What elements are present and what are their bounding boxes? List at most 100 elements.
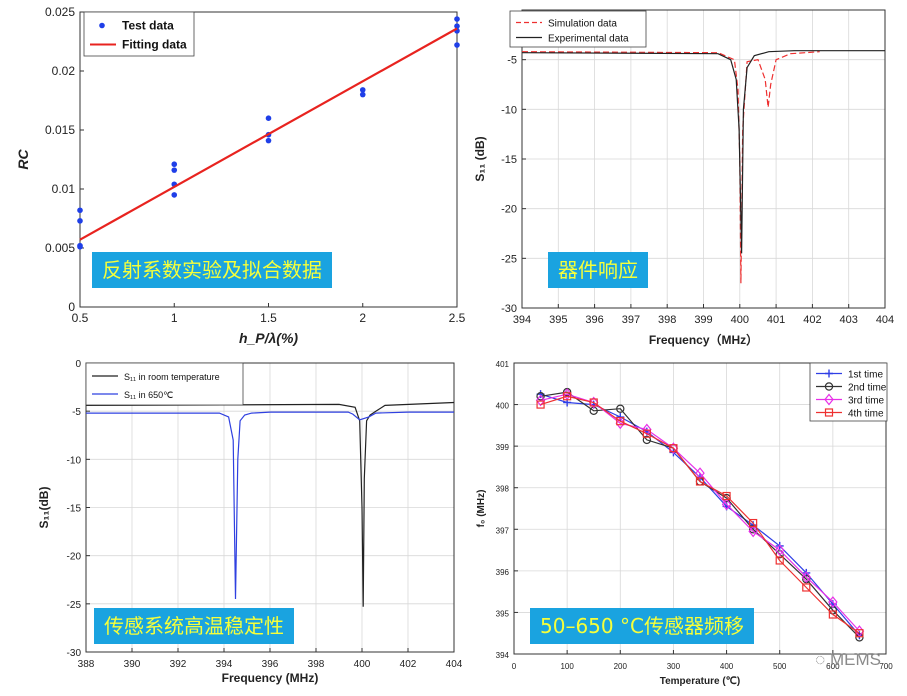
legend-label: S₁₁ in 650℃ — [124, 390, 173, 400]
y-axis-label: f₀ (MHz) — [476, 490, 487, 528]
series-line — [521, 50, 885, 254]
data-point — [359, 87, 366, 93]
x-tick-label: 500 — [773, 662, 787, 671]
x-axis-label: Temperature (℃) — [660, 676, 741, 687]
data-point — [563, 392, 572, 401]
y-tick-label: 0.01 — [52, 182, 76, 196]
series-line — [540, 395, 860, 634]
data-point — [855, 629, 864, 638]
data-point — [749, 518, 758, 528]
y-tick-label: 0.025 — [45, 5, 75, 19]
y-tick-label: -10 — [501, 104, 517, 116]
data-point — [454, 23, 460, 29]
x-tick-label: 403 — [840, 314, 858, 326]
x-tick-label: 404 — [446, 659, 463, 670]
legend-marker — [824, 393, 834, 406]
legend-box — [83, 11, 195, 57]
series-line — [521, 51, 820, 284]
x-tick-label: 394 — [513, 314, 531, 326]
x-tick-label: 0 — [512, 662, 517, 671]
y-tick-label: -15 — [501, 154, 517, 166]
data-point — [615, 417, 626, 430]
x-axis-label: Frequency（MHz） — [649, 332, 758, 347]
legend-label: 1st time — [848, 370, 883, 381]
y-tick-label: 394 — [496, 651, 510, 660]
data-point — [359, 91, 366, 98]
y-tick-label: 395 — [496, 609, 510, 618]
legend-marker — [824, 382, 834, 391]
y-tick-label: -10 — [67, 455, 82, 466]
plot-area — [513, 362, 887, 655]
y-axis-label: RC — [15, 149, 31, 170]
legend-label: 3rd time — [848, 396, 885, 407]
x-tick-label: 1 — [171, 311, 178, 325]
x-tick-label: 200 — [614, 662, 628, 671]
watermark: ◌ MEMS — [815, 650, 881, 669]
chart-freq-shift: 0 100 200 300 400 500 600 700 394 395 396 397 398 399… — [476, 360, 893, 687]
x-tick-label: 396 — [262, 659, 279, 670]
x-tick-label: 397 — [622, 314, 640, 326]
series-line — [85, 401, 455, 607]
chart-reflection: 0.5 1 1.5 2 2.5 0 0.005 0.01 0.015 0.02 0.025 h_P/λ… — [15, 5, 466, 346]
data-point — [77, 244, 83, 250]
y-axis-label: S₁₁(dB) — [37, 487, 51, 529]
legend-label: Fitting data — [122, 38, 187, 52]
wechat-icon: ◌ — [815, 650, 830, 669]
data-point — [265, 115, 272, 121]
y-tick-label: -30 — [67, 648, 82, 659]
y-tick-label: -20 — [67, 552, 82, 563]
chart-device-response: 394 395 396 397 398 399 400 401 402 403 404 -30 -25 -… — [473, 9, 894, 347]
x-tick-label: 402 — [803, 314, 821, 326]
data-point — [642, 423, 652, 436]
y-tick-label: 396 — [496, 568, 510, 577]
x-axis-label: Frequency (MHz) — [222, 671, 319, 685]
x-tick-label: 600 — [826, 662, 840, 671]
y-tick-label: 401 — [496, 360, 510, 369]
y-tick-label: -30 — [501, 303, 517, 315]
series-line — [79, 27, 458, 241]
data-point — [588, 396, 599, 409]
y-tick-label: 0 — [68, 300, 75, 314]
x-tick-label: 400 — [354, 659, 371, 670]
banner-freq-shift: 50–650 °C传感器频移 — [530, 608, 754, 644]
chart-high-temp: 388 390 392 394 396 398 400 402 404 -30 -25 -20 -15 -… — [37, 359, 463, 685]
data-point — [722, 491, 731, 501]
y-tick-label: -15 — [67, 504, 82, 515]
y-tick-label: 397 — [496, 526, 510, 535]
data-point — [669, 444, 678, 453]
y-tick-label: -5 — [507, 55, 517, 67]
y-tick-label: 0.005 — [45, 241, 75, 255]
data-point — [616, 417, 625, 426]
y-tick-label: 400 — [496, 402, 510, 411]
data-point — [775, 556, 784, 565]
x-tick-label: 100 — [560, 662, 574, 671]
legend-label: S₁₁ in room temperature — [124, 372, 220, 382]
data-point — [616, 404, 625, 413]
series-line — [540, 393, 860, 636]
data-point — [801, 571, 812, 584]
y-tick-label: 0.015 — [45, 123, 75, 137]
legend-marker — [824, 408, 834, 417]
legend-box — [509, 10, 647, 48]
data-point — [171, 192, 178, 198]
x-tick-label: 394 — [216, 659, 233, 670]
legend-label: Test data — [122, 19, 174, 33]
legend-label: 2nd time — [848, 383, 887, 394]
data-point — [454, 42, 460, 48]
data-point — [171, 167, 178, 173]
x-tick-label: 388 — [78, 659, 95, 670]
x-tick-label: 392 — [170, 659, 187, 670]
data-point — [721, 498, 732, 511]
data-point — [536, 400, 545, 409]
legend-label: Simulation data — [548, 19, 617, 30]
y-tick-label: -5 — [72, 407, 81, 418]
banner-high-temp: 传感系统高温稳定性 — [94, 608, 294, 644]
data-point — [855, 633, 864, 642]
y-tick-label: 398 — [496, 485, 510, 494]
y-tick-label: 0 — [75, 359, 81, 370]
x-tick-label: 400 — [720, 662, 734, 671]
x-tick-label: 390 — [124, 659, 141, 670]
data-point — [77, 207, 83, 214]
legend-marker — [825, 369, 833, 378]
x-tick-label: 399 — [694, 314, 712, 326]
